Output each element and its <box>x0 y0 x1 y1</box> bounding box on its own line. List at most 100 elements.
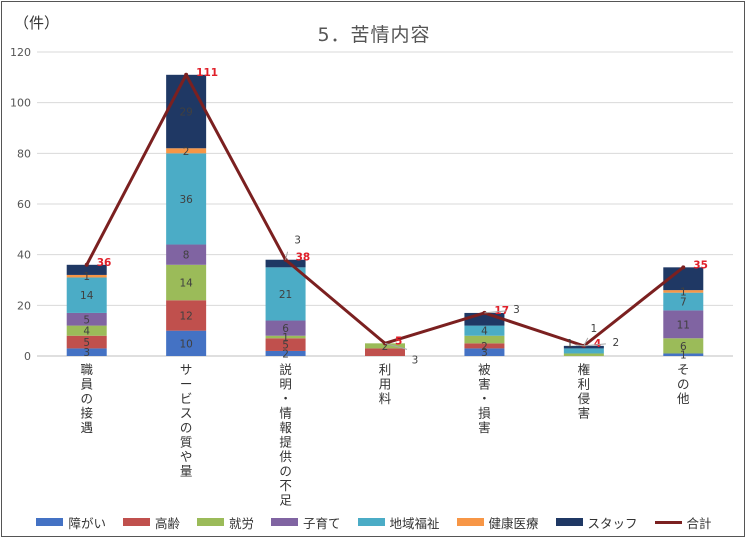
bar-segment <box>265 338 306 351</box>
x-category-char: 利 <box>578 377 591 392</box>
bar-data-label: 12 <box>179 310 192 322</box>
x-category-char: ス <box>180 406 193 421</box>
x-category-char: 量 <box>180 464 193 479</box>
x-category-char: 用 <box>379 377 392 392</box>
x-category-char: の <box>677 377 690 392</box>
x-category-char: 説 <box>279 362 292 377</box>
total-point <box>681 265 686 270</box>
x-category-char: 他 <box>677 391 690 406</box>
x-category-char: 害 <box>478 377 491 392</box>
bar-segment <box>563 353 604 356</box>
x-category-char: サ <box>180 362 193 377</box>
bar-data-label: 14 <box>80 290 94 302</box>
bar-data-label: 3 <box>83 347 90 359</box>
bar-data-label: 21 <box>279 289 292 301</box>
callout-leader <box>285 251 289 260</box>
x-category-char: 損 <box>478 406 491 421</box>
bar-data-label: 6 <box>282 323 289 335</box>
x-category-char: ー <box>180 377 193 392</box>
bar-segment <box>464 343 505 349</box>
x-category-char: 不 <box>279 478 292 493</box>
total-data-label: 5 <box>395 335 402 347</box>
x-category-char: 足 <box>279 493 292 508</box>
y-tick-label: 60 <box>17 198 31 211</box>
bar-segment <box>166 74 207 149</box>
x-category-char: や <box>180 449 193 464</box>
bar-data-label: 7 <box>680 297 687 309</box>
total-data-label: 36 <box>97 257 112 269</box>
bar-segment <box>365 343 405 349</box>
callout-data-label: 1 <box>591 323 598 335</box>
legend-item: 合計 <box>654 513 712 532</box>
legend-swatch <box>270 518 298 526</box>
bar-segment <box>265 320 306 336</box>
legend-swatch <box>196 518 224 526</box>
legend-label: 健康医療 <box>488 515 539 531</box>
y-tick-label: 40 <box>17 249 31 262</box>
legend-label: 就労 <box>228 515 254 531</box>
bar-data-label: 1 <box>83 271 90 283</box>
legend-line-swatch <box>654 520 682 524</box>
x-category-char: 権 <box>578 362 591 377</box>
x-category-char: の <box>180 420 193 435</box>
x-category-char: 員 <box>80 377 93 392</box>
x-category-char: 職 <box>80 362 93 377</box>
legend-swatch <box>36 518 64 526</box>
x-category-char: ビ <box>180 391 193 406</box>
callout-leader <box>583 343 606 347</box>
x-category-char: 害 <box>478 420 491 435</box>
bar-data-label: 2 <box>382 341 389 353</box>
x-category-char: の <box>279 464 292 479</box>
x-category-char: の <box>80 391 93 406</box>
bar-segment <box>265 335 306 339</box>
x-category-char: 利 <box>379 362 392 377</box>
bar-data-label: 5 <box>83 337 90 349</box>
bar-segment <box>166 330 207 356</box>
x-category-char: 供 <box>279 449 292 464</box>
bar-segment <box>265 259 306 268</box>
callout-data-label: 1 <box>567 338 574 350</box>
total-data-label: 4 <box>594 338 601 350</box>
bar-segment <box>265 350 306 356</box>
x-category-char: そ <box>677 362 690 377</box>
bar-segment <box>663 290 704 293</box>
x-category-char: 遇 <box>80 420 93 435</box>
x-category-char: 質 <box>180 435 193 450</box>
bar-segment <box>166 148 207 154</box>
legend-swatch <box>357 518 385 526</box>
total-data-label: 111 <box>196 67 218 79</box>
bar-data-label: 1 <box>680 286 687 298</box>
bar-segment <box>166 244 207 265</box>
bar-data-label: 2 <box>481 341 488 353</box>
legend-label: スタッフ <box>587 515 638 531</box>
callout-leader <box>484 310 507 314</box>
bar-segment <box>66 348 107 356</box>
x-category-char: ・ <box>279 391 292 406</box>
legend-swatch <box>555 518 583 526</box>
bar-segment <box>663 338 704 354</box>
legend-swatch <box>456 518 484 526</box>
x-category-char: 料 <box>379 391 392 406</box>
x-category-char: ・ <box>478 391 491 406</box>
bar-data-label: 29 <box>179 107 192 119</box>
legend-item: 高齢 <box>122 513 180 532</box>
bar-data-label: 36 <box>179 194 193 206</box>
callout-leader <box>575 344 584 347</box>
bar-segment <box>66 277 107 313</box>
x-category-char: 侵 <box>578 391 591 406</box>
bar-data-label: 4 <box>83 326 90 338</box>
bar-data-label: 10 <box>179 338 192 350</box>
callout-data-label: 3 <box>412 354 419 366</box>
legend-label: 子育て <box>302 515 341 531</box>
x-category-char: 情 <box>279 406 292 421</box>
bar-data-label: 1 <box>282 332 289 344</box>
legend-label: 障がい <box>68 515 106 531</box>
bar-segment <box>663 310 704 339</box>
legend-item: 健康医療 <box>456 513 539 532</box>
bar-data-label: 1 <box>680 350 687 362</box>
bar-segment <box>66 264 107 275</box>
bar-segment <box>663 353 704 356</box>
callout-data-label: 2 <box>613 337 620 349</box>
